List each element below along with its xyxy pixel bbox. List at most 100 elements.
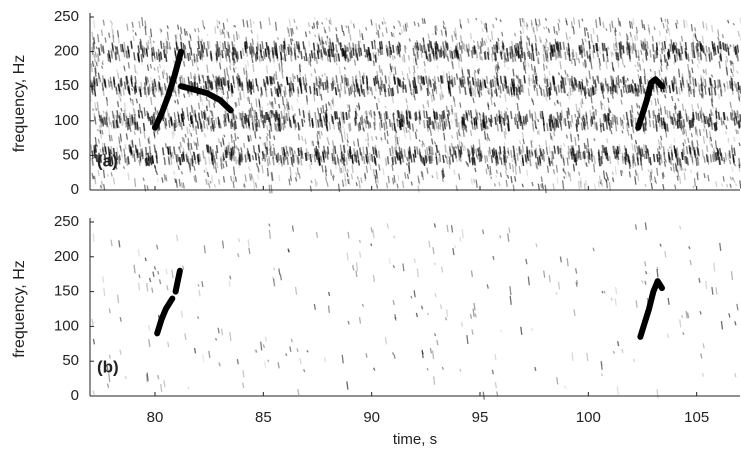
band-streak: [326, 146, 330, 155]
band-streak: [652, 120, 655, 129]
noise-streak: [248, 109, 251, 117]
band-streak: [468, 154, 471, 163]
band-streak: [199, 120, 202, 130]
noise-streak: [581, 78, 584, 82]
noise-streak: [630, 133, 633, 140]
noise-streak: [674, 162, 677, 172]
band-streak: [691, 119, 694, 129]
noise-streak: [537, 57, 540, 65]
band-streak: [503, 52, 507, 61]
noise-streak: [305, 82, 308, 86]
band-streak: [319, 78, 323, 87]
noise-streak: [511, 164, 515, 173]
band-streak: [581, 82, 584, 91]
noise-streak: [504, 164, 508, 171]
noise-streak: [219, 158, 222, 164]
band-streak: [601, 42, 605, 51]
noise-streak: [500, 330, 503, 333]
noise-streak: [426, 167, 429, 174]
noise-streak: [423, 18, 426, 24]
band-streak: [680, 45, 684, 55]
noise-streak: [489, 166, 492, 175]
band-streak: [264, 48, 268, 58]
noise-streak: [242, 382, 245, 389]
noise-streak: [577, 180, 581, 190]
band-streak: [476, 111, 479, 120]
band-streak: [553, 83, 556, 92]
noise-streak: [707, 174, 710, 182]
noise-streak: [173, 112, 176, 120]
band-streak: [516, 152, 519, 161]
band-streak: [208, 115, 212, 124]
noise-streak: [421, 18, 424, 24]
band-streak: [226, 112, 230, 122]
band-streak: [107, 156, 111, 165]
band-streak: [490, 88, 494, 97]
band-streak: [703, 115, 707, 125]
noise-streak: [296, 98, 299, 103]
noise-streak: [193, 141, 196, 146]
band-streak: [631, 114, 634, 123]
band-streak: [302, 41, 305, 50]
noise-streak: [628, 171, 632, 178]
band-streak: [263, 114, 266, 124]
band-streak: [594, 86, 597, 95]
band-streak: [216, 41, 219, 50]
noise-streak: [115, 87, 118, 91]
band-streak: [175, 118, 178, 128]
noise-streak: [342, 30, 345, 37]
noise-streak: [249, 134, 252, 141]
noise-streak: [645, 271, 648, 275]
band-streak: [325, 113, 328, 122]
noise-streak: [730, 177, 733, 182]
band-streak: [549, 49, 553, 58]
noise-streak: [277, 362, 280, 369]
noise-streak: [498, 181, 501, 187]
band-streak: [246, 152, 249, 161]
noise-streak: [427, 83, 430, 93]
noise-streak: [656, 98, 660, 105]
band-streak: [364, 120, 368, 129]
noise-streak: [132, 35, 135, 41]
noise-streak: [644, 183, 647, 187]
band-streak: [494, 80, 497, 89]
noise-streak: [497, 65, 501, 70]
noise-streak: [530, 63, 534, 71]
noise-streak: [623, 64, 626, 68]
noise-streak: [450, 119, 453, 124]
noise-streak: [513, 32, 517, 37]
noise-streak: [442, 20, 445, 25]
band-streak: [315, 78, 318, 87]
noise-streak: [572, 83, 576, 91]
band-streak: [435, 40, 438, 50]
band-streak: [317, 119, 320, 128]
noise-streak: [212, 76, 216, 83]
noise-streak: [185, 30, 188, 36]
noise-streak: [488, 137, 491, 142]
noise-streak: [290, 27, 293, 37]
band-streak: [504, 80, 508, 89]
noise-streak: [715, 287, 718, 295]
noise-streak: [358, 180, 361, 189]
noise-streak: [530, 22, 533, 28]
band-streak: [648, 110, 651, 119]
noise-streak: [538, 84, 541, 89]
band-streak: [435, 156, 438, 165]
noise-streak: [696, 172, 699, 181]
noise-streak: [461, 229, 464, 239]
noise-streak: [183, 28, 187, 36]
band-streak: [692, 89, 696, 98]
noise-streak: [738, 167, 741, 172]
band-streak: [352, 47, 355, 56]
band-streak: [317, 149, 320, 158]
band-streak: [169, 116, 173, 125]
band-streak: [277, 152, 280, 161]
band-streak: [356, 52, 359, 61]
noise-streak: [450, 225, 454, 233]
band-streak: [518, 41, 522, 50]
band-streak: [110, 81, 114, 90]
band-streak: [719, 53, 723, 62]
noise-streak: [408, 162, 411, 172]
noise-streak: [495, 72, 499, 78]
noise-streak: [462, 128, 465, 137]
